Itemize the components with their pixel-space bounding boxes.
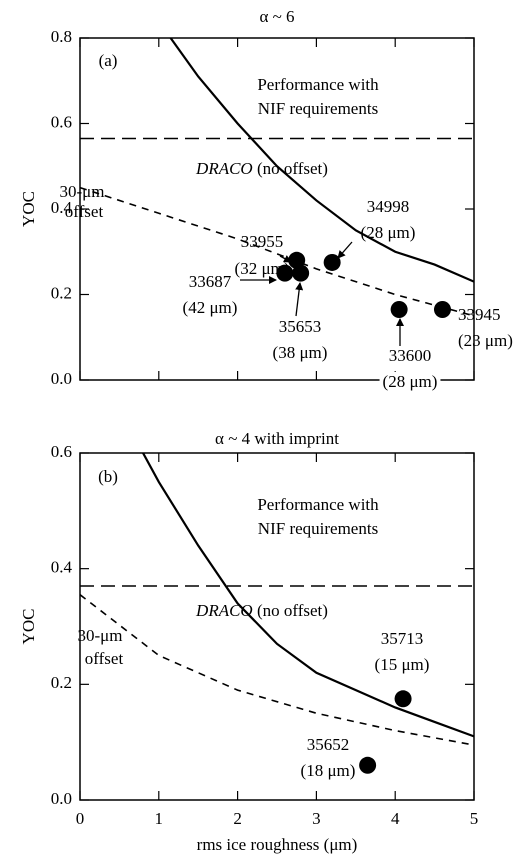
y-tick-label: 0.6 — [51, 442, 72, 461]
solid-curve — [169, 38, 474, 283]
curve-label: offset — [85, 649, 124, 668]
data-point — [433, 300, 451, 318]
y-tick-label: 0.2 — [51, 283, 72, 302]
y-axis-label: YOC — [19, 191, 38, 227]
point-label: 33600 — [389, 346, 432, 365]
curve-label-italic: DRACO — [195, 159, 253, 178]
point-label: 35653 — [279, 317, 322, 336]
annotation-arrow — [295, 282, 304, 317]
plot-frame — [79, 37, 475, 381]
point-label: 33955 — [241, 232, 284, 251]
point-label: 35713 — [381, 629, 424, 648]
dashed-curve — [80, 186, 474, 317]
y-tick-label: 0.8 — [51, 27, 72, 46]
point-detail: (38 μm) — [273, 343, 328, 362]
point-label: 33687 — [189, 272, 232, 291]
y-tick-label: 0.6 — [51, 112, 72, 131]
y-tick-label: 0.0 — [51, 789, 72, 808]
point-detail: (28 μm) — [361, 223, 416, 242]
point-label: 35652 — [307, 735, 350, 754]
point-detail: (32 μm) — [235, 259, 290, 278]
panel-label: (b) — [98, 467, 118, 486]
x-tick-label: 3 — [312, 809, 321, 828]
curve-label: offset — [65, 202, 104, 221]
x-tick-label: 1 — [155, 809, 164, 828]
point-detail: (18 μm) — [301, 761, 356, 780]
y-tick-label: 0.2 — [51, 673, 72, 692]
x-tick-label: 4 — [391, 809, 400, 828]
reference-label: NIF requirements — [258, 99, 378, 118]
reference-label: Performance with — [257, 75, 379, 94]
curve-label-rest: (no offset) — [253, 159, 328, 178]
data-point — [359, 756, 377, 774]
point-detail: (28 μm) — [383, 372, 438, 391]
point-detail: (15 μm) — [375, 655, 430, 674]
data-point — [390, 300, 408, 318]
chart-title: α ~ 4 with imprint — [215, 429, 339, 448]
curve-label-rest: (no offset) — [253, 601, 328, 620]
x-tick-label: 5 — [470, 809, 479, 828]
curve-label: DRACO (no offset) — [195, 601, 328, 620]
data-point — [292, 264, 310, 282]
data-point — [323, 253, 341, 271]
x-tick-label: 2 — [233, 809, 242, 828]
curve-label: 30-μm — [78, 626, 123, 645]
reference-label: NIF requirements — [258, 519, 378, 538]
point-label: 33945 — [458, 305, 501, 324]
y-tick-label: 0.4 — [51, 558, 73, 577]
curve-label: DRACO (no offset) — [195, 159, 328, 178]
solid-curve — [142, 453, 474, 738]
data-point — [394, 690, 412, 708]
y-tick-label: 0.4 — [51, 198, 73, 217]
chart-title: α ~ 6 — [259, 7, 294, 26]
point-label: 34998 — [367, 197, 410, 216]
curve-label: 30-μm — [60, 182, 105, 201]
x-axis-label: rms ice roughness (μm) — [197, 835, 358, 854]
label-background — [379, 371, 441, 391]
point-detail: (42 μm) — [183, 298, 238, 317]
reference-label: Performance with — [257, 495, 379, 514]
curve-label-italic: DRACO — [195, 601, 253, 620]
y-tick-label: 0.0 — [51, 369, 72, 388]
plot-frame — [79, 452, 475, 801]
dashed-curve — [80, 594, 474, 746]
x-tick-label: 0 — [76, 809, 85, 828]
annotation-arrow — [337, 241, 353, 259]
data-point — [288, 251, 306, 269]
y-axis-label: YOC — [19, 609, 38, 645]
data-point — [276, 264, 294, 282]
panel-label: (a) — [99, 51, 118, 70]
point-detail: (23 μm) — [458, 331, 513, 350]
